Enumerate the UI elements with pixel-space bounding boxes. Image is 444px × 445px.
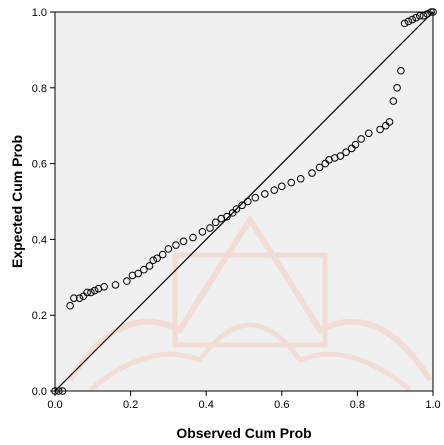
data-point bbox=[79, 292, 88, 301]
x-tick-label: 1.0 bbox=[425, 399, 440, 411]
data-point bbox=[408, 15, 417, 24]
data-point bbox=[140, 265, 148, 274]
data-point bbox=[260, 190, 269, 198]
x-tick-label: 0.0 bbox=[47, 399, 62, 411]
data-point bbox=[87, 288, 95, 297]
data-point bbox=[83, 288, 91, 297]
data-point bbox=[357, 135, 365, 143]
y-tick-label: 1.0 bbox=[32, 7, 47, 19]
x-tick-label: 0.6 bbox=[274, 399, 289, 411]
data-point bbox=[296, 174, 305, 183]
data-point bbox=[336, 152, 345, 160]
data-point bbox=[145, 262, 154, 270]
data-point bbox=[100, 282, 108, 291]
x-tick-label: 0.4 bbox=[199, 399, 214, 411]
y-tick-label: 0.0 bbox=[32, 386, 47, 398]
data-point bbox=[381, 121, 390, 130]
data-point bbox=[66, 301, 74, 310]
x-axis-label: Observed Cum Prob bbox=[176, 425, 311, 441]
data-point bbox=[278, 182, 286, 191]
watermark-arc bbox=[67, 214, 433, 382]
data-point bbox=[321, 159, 330, 168]
data-point bbox=[149, 256, 158, 265]
data-point bbox=[412, 13, 420, 22]
data-point bbox=[270, 186, 279, 194]
data-point bbox=[385, 118, 394, 126]
data-point bbox=[158, 250, 167, 259]
data-point bbox=[206, 224, 214, 232]
data-point bbox=[189, 233, 197, 242]
data-point bbox=[342, 148, 350, 157]
data-point bbox=[376, 125, 384, 134]
data-point bbox=[134, 269, 142, 278]
x-tick-label: 0.2 bbox=[123, 399, 138, 411]
watermark-emblem bbox=[67, 214, 433, 392]
data-point bbox=[238, 201, 246, 210]
data-point bbox=[75, 294, 84, 302]
data-point bbox=[404, 17, 413, 26]
data-point bbox=[228, 209, 237, 217]
data-point bbox=[172, 241, 180, 249]
data-point bbox=[251, 193, 260, 202]
y-tick-label: 0.2 bbox=[32, 310, 47, 322]
data-point bbox=[364, 129, 373, 138]
data-point bbox=[393, 84, 401, 92]
data-point bbox=[179, 237, 188, 246]
data-point bbox=[198, 228, 207, 236]
data-point bbox=[90, 286, 99, 295]
y-tick-label: 0.4 bbox=[32, 234, 47, 246]
watermark-shield bbox=[172, 252, 328, 348]
data-point bbox=[287, 178, 296, 187]
data-point bbox=[347, 144, 356, 153]
data-point bbox=[351, 140, 360, 149]
data-point bbox=[308, 169, 316, 177]
data-point bbox=[111, 281, 120, 289]
x-tick-label: 0.8 bbox=[350, 399, 365, 411]
data-point bbox=[123, 277, 131, 285]
y-tick-label: 0.6 bbox=[32, 159, 47, 171]
data-point bbox=[400, 19, 409, 28]
data-point bbox=[153, 254, 161, 263]
y-tick-label: 0.8 bbox=[32, 83, 47, 95]
data-point bbox=[223, 212, 231, 221]
watermark-arc bbox=[88, 322, 412, 392]
data-point bbox=[211, 218, 220, 227]
data-point bbox=[164, 245, 173, 253]
data-point bbox=[232, 205, 241, 213]
data-point bbox=[315, 163, 324, 172]
plot-frame bbox=[54, 11, 434, 392]
data-point bbox=[397, 66, 405, 75]
data-point bbox=[70, 294, 78, 302]
y-axis-label: Expected Cum Prob bbox=[9, 135, 25, 268]
data-point bbox=[243, 197, 252, 206]
data-point bbox=[389, 97, 398, 105]
